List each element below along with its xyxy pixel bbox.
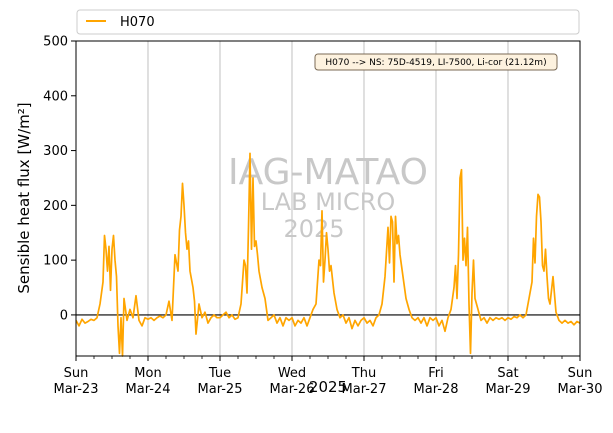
x-tick-label-date: Mar-26	[270, 382, 315, 397]
x-tick-label-day: Mon	[134, 366, 161, 381]
x-tick-label-day: Thu	[351, 366, 376, 381]
watermark-line-2: LAB MICRO	[261, 188, 396, 216]
x-tick-label-day: Sun	[64, 366, 89, 381]
y-tick-label: 500	[43, 35, 68, 50]
x-tick-label-day: Fri	[428, 366, 444, 381]
x-tick-label-day: Sat	[497, 366, 518, 381]
x-tick-label-day: Tue	[208, 366, 231, 381]
x-tick-label-date: Mar-29	[486, 382, 531, 397]
annotation-box	[314, 53, 558, 71]
x-axis: SunMar-23MonMar-24TueMar-25WedMar-26ThuM…	[54, 356, 603, 397]
watermark: IAG-MATAO LAB MICRO 2025	[228, 152, 428, 243]
watermark-line-1: IAG-MATAO	[228, 152, 428, 193]
x-tick-label-date: Mar-28	[414, 382, 459, 397]
y-tick-label: 0	[60, 308, 68, 323]
x-tick-label-day: Wed	[278, 366, 306, 381]
x-tick-label-date: Mar-23	[54, 382, 99, 397]
x-axis-title: 2025	[309, 378, 347, 396]
y-axis-title: Sensible heat flux [W/m²]	[15, 102, 33, 293]
x-tick-label-date: Mar-25	[198, 382, 243, 397]
grid	[147, 41, 509, 356]
x-tick-label-date: Mar-27	[342, 382, 387, 397]
y-tick-label: 400	[43, 89, 68, 104]
x-tick-label-date: Mar-24	[126, 382, 171, 397]
x-tick-label-date: Mar-30	[558, 382, 603, 397]
legend-label: H070	[120, 15, 155, 30]
legend: H070	[76, 9, 580, 35]
legend-box	[76, 9, 580, 35]
annotation: H070 --> NS: 75D-4519, LI-7500, Li-cor (…	[314, 53, 558, 71]
x-tick-label-day: Sun	[568, 366, 593, 381]
y-tick-label: 100	[43, 254, 68, 269]
watermark-line-3: 2025	[283, 215, 344, 243]
series-line-h070	[75, 152, 581, 357]
annotation-text: H070 --> NS: 75D-4519, LI-7500, Li-cor (…	[325, 58, 546, 68]
y-axis: 0 100 200 300 400 500	[43, 35, 76, 323]
plot-area	[76, 41, 580, 356]
y-tick-label: 300	[43, 144, 68, 159]
y-tick-label: 200	[43, 199, 68, 214]
